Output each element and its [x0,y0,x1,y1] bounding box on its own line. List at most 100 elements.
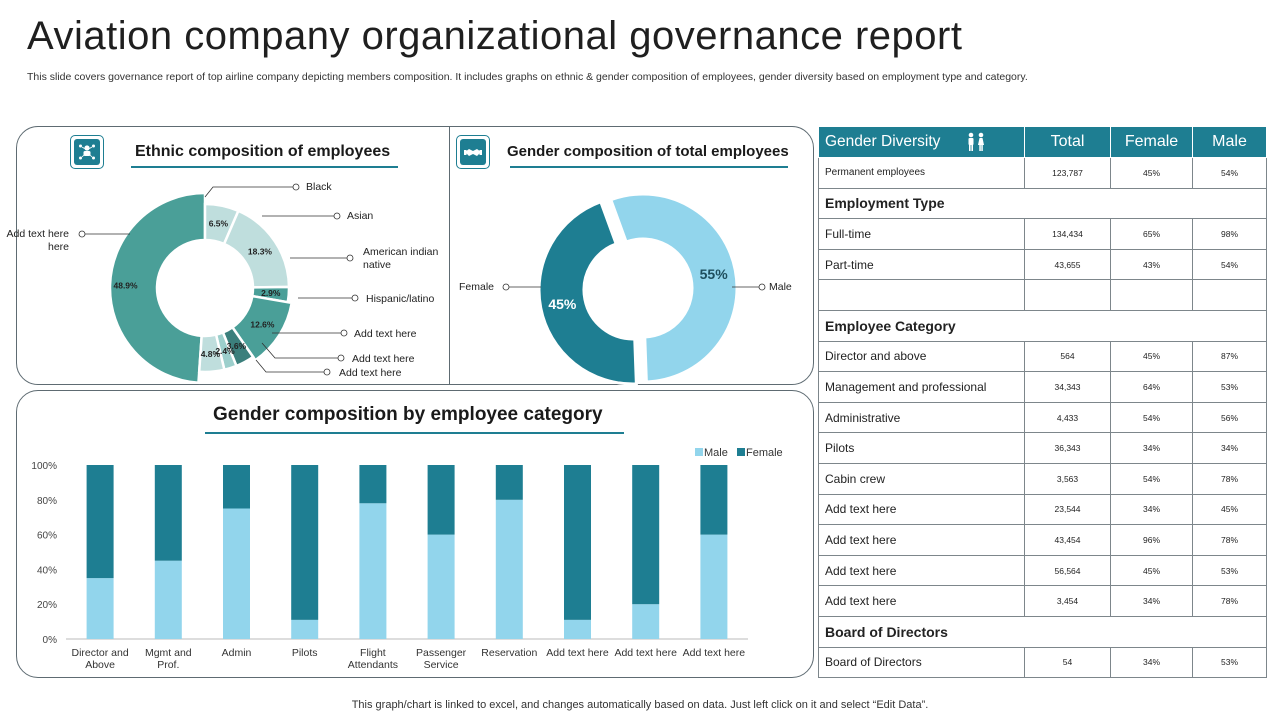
x-tick-label: Pilots [292,647,318,659]
table-header-total: Total [1024,126,1111,158]
ethnic-slice [108,191,207,385]
callout-left-1: Add text here [7,228,70,240]
callout-american-indian-1: American indian [363,246,438,258]
gender-total-slice-label: 45% [548,296,577,312]
bar-female [700,465,728,535]
category-title-underline [205,432,624,434]
y-tick-label: 100% [31,461,57,472]
callout-hispanic: Hispanic/latino [366,293,434,305]
ethnic-slice [197,333,226,374]
x-tick-label: Attendants [348,659,398,671]
panel-divider [449,127,451,384]
table-row: Add text here 56,564 45% 53% [818,554,1267,587]
table-row: Full-time 134,434 65% 98% [818,218,1267,250]
ethnic-slice [230,294,294,362]
ethnic-slice-label: 4.8% [201,349,221,359]
bar-female [86,465,114,579]
table-row: Board of Directors 54 34% 53% [818,646,1267,679]
bar-male [564,619,591,639]
bar-male [154,560,182,639]
table-row: Part-time 43,655 43% 54% [818,248,1267,281]
bar-female [291,465,319,620]
bar-male [632,604,660,639]
gender-total-slice-male [608,192,739,384]
bar-male [223,508,250,639]
callout-add-3: Add text here [339,367,402,379]
bar-male [291,619,319,639]
table-section-row: Board of Directors [818,615,1267,648]
bar-male [427,534,455,639]
bar-male [359,503,387,639]
bar-male [700,534,728,639]
x-tick-label: Director and [71,647,128,659]
gender-callout-male: Male [769,281,792,293]
gender-total-title-underline [510,166,788,168]
table-row: Administrative 4,433 54% 56% [818,401,1267,434]
table-section-row: Employment Type [818,187,1267,220]
x-tick-label: Prof. [157,659,179,671]
category-chart-title: Gender composition by employee category [213,404,603,425]
callout-left-2: here [48,241,69,253]
legend-male-swatch [695,448,703,456]
bar-female [223,465,250,509]
bar-female [359,465,387,504]
ethnic-slice-label: 2.4% [215,346,235,356]
bottom-panel [16,390,814,678]
y-tick-label: 60% [37,531,57,542]
y-tick-label: 40% [37,565,57,576]
ethnic-slice-label: 2.9% [261,288,281,298]
x-tick-label: Admin [222,647,252,659]
callout-asian: Asian [347,210,373,222]
gender-total-slice-label: 55% [700,266,729,282]
bar-female [154,465,182,561]
y-tick-label: 20% [37,600,57,611]
callout-american-indian-2: native [363,259,391,271]
page-subtitle: This slide covers governance report of t… [27,71,1028,83]
table-row: Pilots 36,343 34% 34% [818,432,1267,464]
bar-female [427,465,455,535]
legend-female-swatch [737,448,745,456]
x-tick-label: Mgmt and [145,647,192,659]
ethnic-slice-label: 18.3% [248,246,273,256]
callout-black: Black [306,181,332,193]
ethnic-chart-title: Ethnic composition of employees [135,143,391,160]
table-header-female: Female [1110,126,1193,158]
ethnic-slice-label: 3.6% [227,341,247,351]
ethnic-title-underline [131,166,398,168]
bar-female [495,465,523,500]
table-row: Director and above 564 45% 87% [818,340,1267,373]
table-header-gender-diversity: Gender Diversity [818,126,1025,158]
bar-male [495,499,523,639]
x-tick-label: Reservation [481,647,537,659]
table-row: Add text here 43,454 96% 78% [818,524,1267,556]
people-network-icon [70,135,104,169]
page-title: Aviation company organizational governan… [27,14,963,58]
handshake-icon [456,135,490,169]
gender-diversity-table: Gender Diversity Total Female Male Perma… [818,126,1267,679]
table-row: Management and professional 34,343 64% 5… [818,371,1267,403]
callout-add-1: Add text here [354,328,417,340]
bar-female [632,465,660,605]
x-tick-label: Add text here [546,647,609,659]
legend-female: Female [746,447,783,459]
table-header-row: Gender Diversity Total Female Male [818,126,1267,158]
table-row: Cabin crew 3,563 54% 78% [818,462,1267,495]
x-tick-label: Add text here [683,647,746,659]
ethnic-slice-label: 12.6% [250,319,275,329]
legend-male: Male [704,447,728,459]
bar-female [564,465,591,620]
table-row-empty [818,279,1267,311]
table-header-male: Male [1192,126,1267,158]
table-row: Add text here 3,454 34% 78% [818,585,1267,617]
x-tick-label: Passenger [416,647,467,659]
x-tick-label: Add text here [614,647,677,659]
male-female-icon [968,132,984,151]
y-tick-label: 80% [37,496,57,507]
table-row: Add text here 23,544 34% 45% [818,493,1267,526]
callout-add-2: Add text here [352,353,415,365]
bar-male [86,578,114,639]
x-tick-label: Service [424,659,459,671]
gender-total-chart-title: Gender composition of total employees [507,143,789,160]
gender-total-slice-female [537,199,638,386]
gender-callout-female: Female [459,281,494,293]
